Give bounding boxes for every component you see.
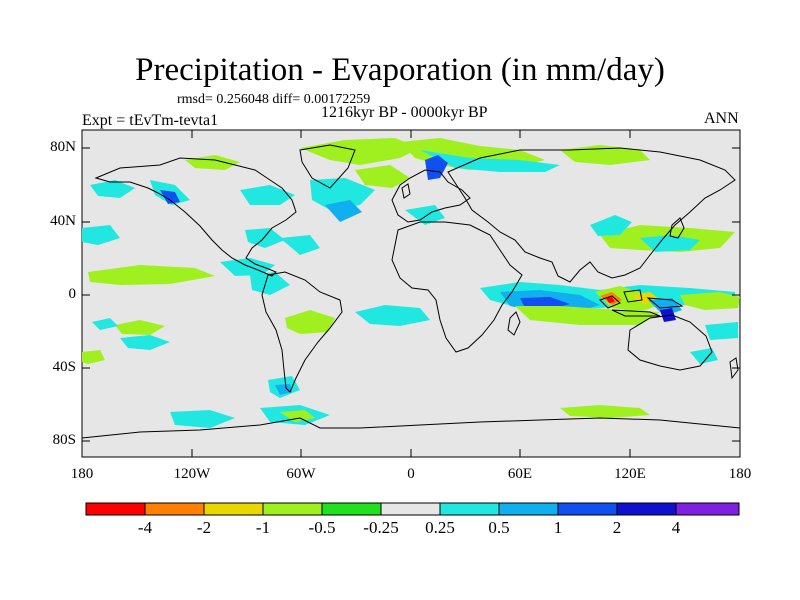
lat-label: 40S [52, 359, 76, 375]
anomaly-fields [82, 138, 740, 428]
anomaly-patch [90, 180, 135, 198]
anomaly-patch [160, 190, 180, 204]
colorbar-label: -0.25 [363, 518, 399, 537]
anomaly-patch [405, 205, 445, 225]
colorbar-box [675, 502, 740, 516]
coastlines [81, 144, 741, 439]
anomaly-patch [240, 185, 295, 205]
anomaly-patch [170, 410, 235, 428]
colorbar-box [380, 502, 441, 516]
lon-label: 60E [507, 466, 533, 482]
anomaly-patch [88, 265, 215, 285]
anomaly-patch [420, 150, 560, 172]
anomaly-patch [690, 348, 718, 364]
colorbar-label: -2 [196, 518, 212, 537]
colorbar-label: -1 [255, 518, 271, 537]
anomaly-patch [280, 235, 320, 255]
anomaly-patch [250, 272, 290, 295]
colorbar-box [144, 502, 205, 516]
lon-label: 120E [614, 466, 646, 482]
colorbar-box [439, 502, 500, 516]
colorbar-box [557, 502, 618, 516]
anomaly-patch [705, 322, 738, 340]
anomaly-patch [115, 320, 165, 335]
anomaly-patch [590, 215, 632, 236]
anomaly-patch [640, 235, 700, 252]
anomaly-patch [92, 318, 118, 330]
colorbar-label: 0.5 [488, 518, 510, 537]
stats-text: rmsd= 0.256048 diff= 0.00172259 [177, 92, 371, 107]
anomaly-patch [355, 305, 430, 326]
lat-label: 80N [50, 139, 76, 155]
anomaly-patch [355, 165, 410, 188]
lon-label: 0 [407, 466, 415, 482]
anomaly-patch [648, 298, 682, 316]
experiment-label: Expt = tEvTm-tevta1 [82, 112, 219, 129]
anomaly-patch [285, 310, 335, 334]
anomaly-patch [82, 350, 105, 364]
colorbar-label: -4 [137, 518, 153, 537]
anomaly-patch [325, 200, 362, 222]
anomaly-patch [280, 410, 315, 422]
period-text: 1216kyr BP - 0000kyr BP [321, 104, 488, 121]
colorbar-box [203, 502, 264, 516]
lat-label: 0 [68, 286, 77, 302]
anomaly-patch [425, 155, 448, 180]
colorbar-label: 1 [553, 518, 563, 537]
colorbar-box [498, 502, 559, 516]
colorbar-box [85, 502, 146, 516]
anomaly-patch [245, 228, 285, 248]
anomaly-patch [606, 297, 615, 303]
anomaly-patch [680, 292, 740, 310]
colorbar-box [262, 502, 323, 516]
anomaly-patch [560, 405, 650, 418]
lon-label: 180 [728, 466, 752, 482]
colorbar-label: -0.5 [308, 518, 336, 537]
lon-label: 120W [173, 466, 211, 482]
season-label: ANN [704, 110, 739, 127]
colorbar-label: 0.25 [425, 518, 455, 537]
anomaly-patch [120, 335, 170, 350]
lon-label: 60W [286, 466, 316, 482]
colorbar-label: 4 [671, 518, 681, 537]
anomaly-patch [275, 384, 292, 395]
axis-ticks [81, 130, 741, 457]
anomaly-patch [82, 225, 120, 245]
anomaly-patch [660, 308, 676, 322]
figure-title: Precipitation - Evaporation (in mm/day) [135, 52, 665, 88]
colorbar-box [616, 502, 677, 516]
lat-label: 80S [52, 432, 76, 448]
colorbar-box [321, 502, 382, 516]
lat-label: 40N [50, 213, 76, 229]
lon-label: 180 [70, 466, 94, 482]
colorbar [85, 502, 740, 516]
colorbar-label: 2 [612, 518, 622, 537]
